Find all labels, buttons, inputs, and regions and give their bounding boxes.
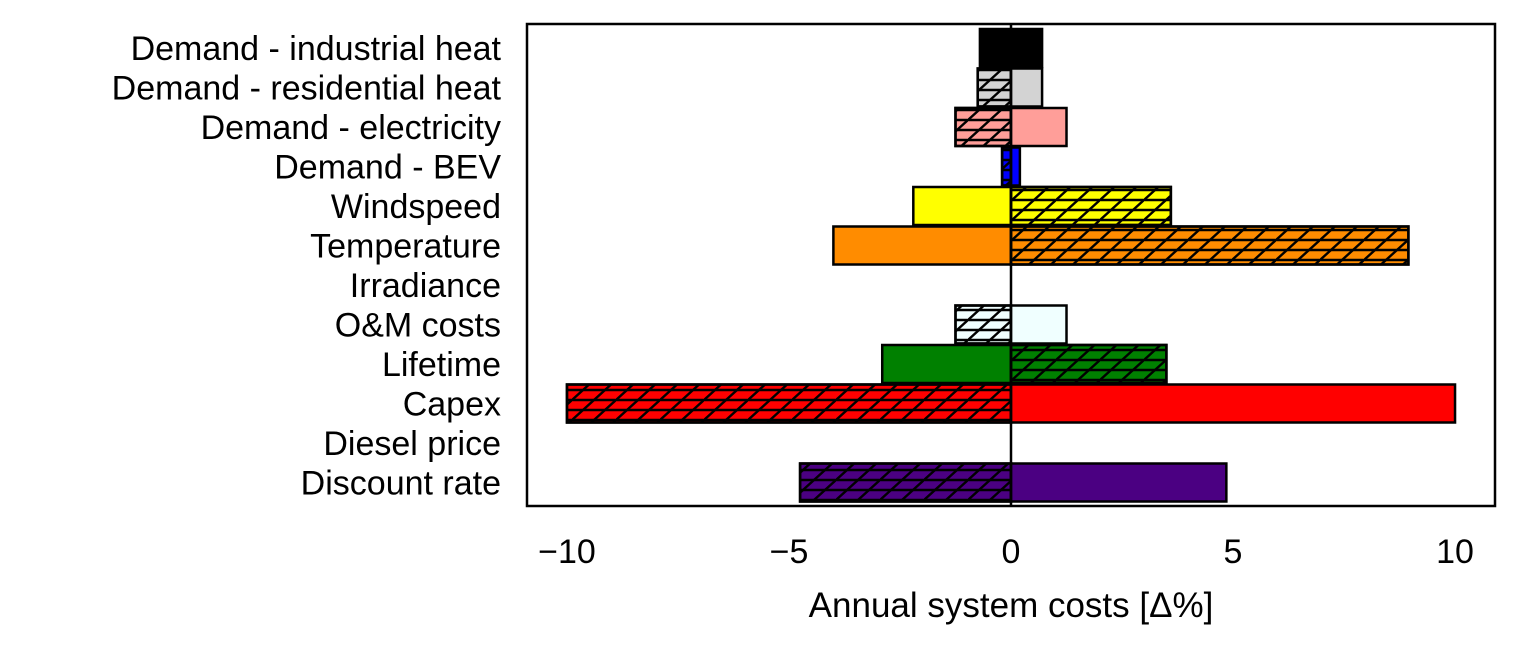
hatch-demand-electricity-low [954, 106, 1013, 148]
y-label-discount-rate: Discount rate [301, 465, 501, 503]
bar-temperature-low [832, 225, 1013, 266]
x-tick-label: 10 [1436, 533, 1474, 571]
y-label-windspeed: Windspeed [331, 188, 501, 226]
y-label-capex: Capex [403, 386, 501, 424]
hatch-capex-low [565, 383, 1013, 424]
y-label-lifetime: Lifetime [382, 346, 501, 384]
bar-windspeed-low [912, 185, 1013, 227]
plot-frame [525, 22, 1497, 508]
y-label-demand-electricity: Demand - electricity [201, 109, 501, 147]
bar-discount-rate-high [1009, 462, 1228, 503]
x-tick-label: −10 [538, 533, 596, 571]
hatch-windspeed-high [1009, 185, 1173, 227]
y-label-o-m-costs: O&M costs [335, 307, 501, 345]
hatch-demand-bev-low [1000, 146, 1013, 187]
x-axis-ticks: −10 −5 0 5 10 [538, 533, 1474, 571]
hatch-demand-residential-heat-low [976, 67, 1013, 108]
y-label-irradiance: Irradiance [350, 267, 501, 305]
x-tick-label: −5 [770, 533, 809, 571]
bar-demand-industrial-heat-high [1009, 27, 1044, 69]
x-axis-title: Annual system costs [Δ%] [809, 586, 1214, 625]
y-label-demand-industrial-heat: Demand - industrial heat [131, 30, 502, 68]
bar-demand-electricity-high [1009, 106, 1068, 148]
hatch-lifetime-high [1009, 343, 1168, 385]
bar-lifetime-low [880, 343, 1013, 385]
hatch-discount-rate-low [798, 462, 1013, 503]
bar-o-m-costs-high [1009, 304, 1068, 345]
bar-demand-bev-high [1009, 146, 1022, 187]
x-tick-label: 5 [1224, 533, 1243, 571]
bar-demand-industrial-heat-low [978, 27, 1013, 69]
bar-capex-high [1009, 383, 1457, 424]
bar-demand-residential-heat-high [1009, 67, 1044, 108]
hatch-temperature-high [1009, 225, 1410, 266]
y-label-demand-residential-heat: Demand - residential heat [112, 70, 502, 108]
x-tick-label: 0 [1002, 533, 1021, 571]
y-label-demand-bev: Demand - BEV [274, 149, 501, 187]
hatch-o-m-costs-low [954, 304, 1013, 345]
y-label-temperature: Temperature [310, 228, 501, 266]
y-label-diesel-price: Diesel price [323, 425, 501, 463]
